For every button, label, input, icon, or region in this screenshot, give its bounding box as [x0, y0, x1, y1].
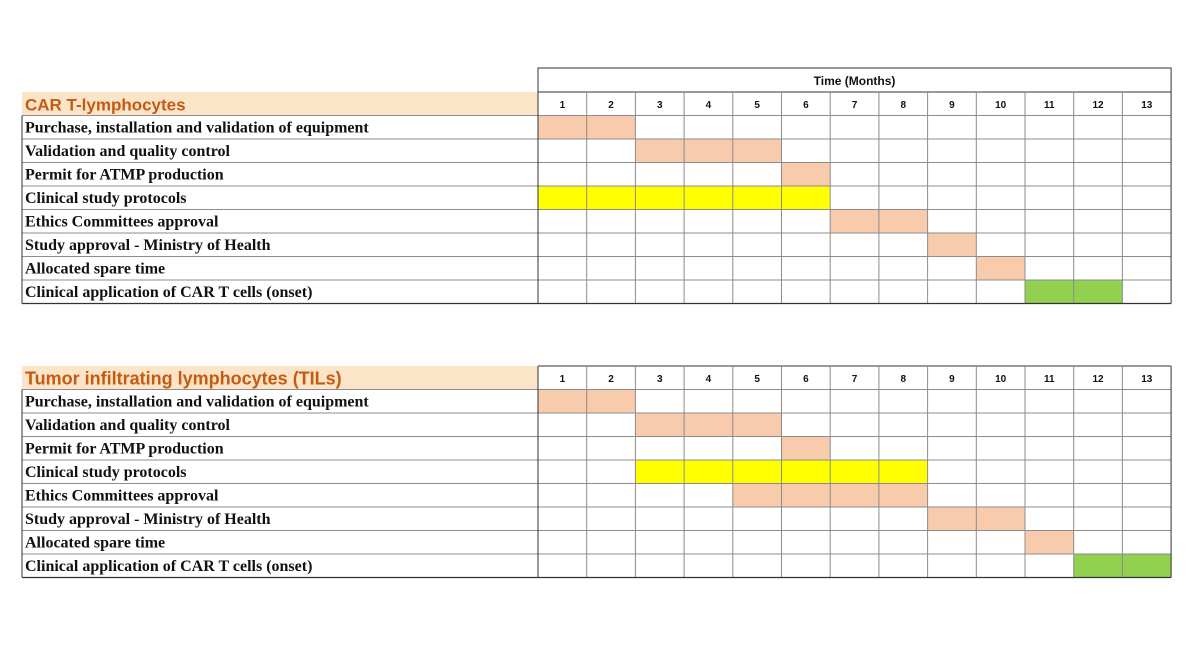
task-label: Study approval - Ministry of Health [25, 511, 271, 528]
task-label: Allocated spare time [25, 261, 165, 278]
task-label: Permit for ATMP production [25, 441, 224, 458]
month-label: 4 [706, 100, 712, 111]
task-label: Study approval - Ministry of Health [25, 237, 271, 254]
month-label: 9 [949, 374, 955, 385]
task-label: Validation and quality control [25, 143, 231, 160]
month-label: 10 [995, 100, 1007, 111]
month-label: 3 [657, 100, 663, 111]
task-label: Clinical application of CAR T cells (ons… [25, 284, 312, 301]
task-label: Allocated spare time [25, 535, 165, 552]
task-label: Permit for ATMP production [25, 167, 224, 184]
month-label: 11 [1044, 100, 1055, 111]
month-label: 13 [1141, 374, 1153, 385]
gantt-bar [976, 256, 1025, 280]
month-label: 11 [1044, 374, 1055, 385]
gantt-bar [781, 162, 831, 186]
task-label: Ethics Committees approval [25, 488, 219, 505]
month-label: 8 [900, 374, 906, 385]
month-label: 7 [852, 100, 858, 111]
time-header-label: Time (Months) [814, 74, 896, 88]
month-label: 2 [608, 374, 614, 385]
task-label: Purchase, installation and validation of… [25, 394, 369, 411]
gantt-bar [635, 139, 782, 163]
month-label: 9 [949, 100, 955, 111]
month-label: 12 [1092, 374, 1104, 385]
month-label: 7 [852, 374, 858, 385]
month-label: 12 [1092, 100, 1104, 111]
month-label: 5 [754, 374, 760, 385]
month-label: 10 [995, 374, 1007, 385]
month-label: 2 [608, 100, 614, 111]
gantt-bar [635, 413, 782, 437]
month-label: 13 [1141, 100, 1153, 111]
month-label: 6 [803, 374, 809, 385]
month-label: 5 [754, 100, 760, 111]
table-title: Tumor infiltrating lymphocytes (TILs) [25, 369, 342, 389]
month-label: 6 [803, 100, 809, 111]
task-label: Clinical application of CAR T cells (ons… [25, 558, 312, 575]
task-label: Purchase, installation and validation of… [25, 120, 369, 137]
task-label: Clinical study protocols [25, 464, 187, 481]
month-label: 1 [560, 374, 566, 385]
month-label: 3 [657, 374, 663, 385]
month-label: 4 [706, 374, 712, 385]
task-label: Clinical study protocols [25, 190, 187, 207]
time-header-cell [537, 67, 1172, 93]
gantt-bar [1025, 530, 1074, 554]
month-label: 8 [900, 100, 906, 111]
table-title-cell [22, 366, 538, 390]
table-title-cell [22, 92, 538, 116]
task-label: Ethics Committees approval [25, 214, 219, 231]
month-label: 1 [560, 100, 566, 111]
table-title: CAR T-lymphocytes [25, 96, 186, 115]
gantt-bar [781, 436, 831, 460]
gantt-bar [927, 233, 977, 257]
task-label: Validation and quality control [25, 417, 231, 434]
